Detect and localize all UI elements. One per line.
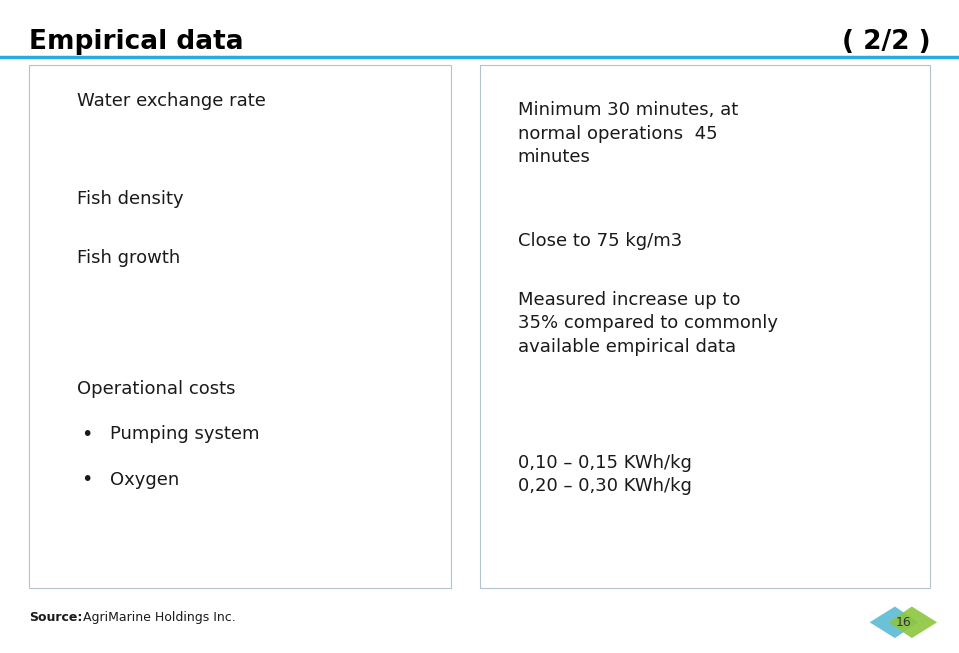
Text: Minimum 30 minutes, at
normal operations  45
minutes: Minimum 30 minutes, at normal operations… bbox=[518, 101, 738, 167]
Polygon shape bbox=[870, 607, 918, 638]
Text: Operational costs: Operational costs bbox=[77, 379, 235, 398]
Text: Close to 75 kg/m3: Close to 75 kg/m3 bbox=[518, 232, 682, 250]
Text: •: • bbox=[82, 424, 93, 444]
Text: 16: 16 bbox=[896, 616, 911, 629]
Polygon shape bbox=[889, 607, 937, 638]
FancyBboxPatch shape bbox=[29, 65, 451, 588]
Text: •: • bbox=[82, 470, 93, 490]
Text: ( 2/2 ): ( 2/2 ) bbox=[842, 29, 930, 56]
Text: 0,10 – 0,15 KWh/kg
0,20 – 0,30 KWh/kg: 0,10 – 0,15 KWh/kg 0,20 – 0,30 KWh/kg bbox=[518, 454, 691, 496]
Text: Oxygen: Oxygen bbox=[110, 471, 179, 489]
Text: Fish growth: Fish growth bbox=[77, 249, 180, 267]
Text: Source:: Source: bbox=[29, 611, 82, 624]
Text: Pumping system: Pumping system bbox=[110, 425, 260, 443]
Text: Water exchange rate: Water exchange rate bbox=[77, 92, 266, 110]
Text: Measured increase up to
35% compared to commonly
available empirical data: Measured increase up to 35% compared to … bbox=[518, 291, 778, 356]
Text: AgriMarine Holdings Inc.: AgriMarine Holdings Inc. bbox=[79, 611, 235, 624]
FancyBboxPatch shape bbox=[480, 65, 930, 588]
Text: Empirical data: Empirical data bbox=[29, 29, 244, 56]
Text: Fish density: Fish density bbox=[77, 190, 183, 208]
